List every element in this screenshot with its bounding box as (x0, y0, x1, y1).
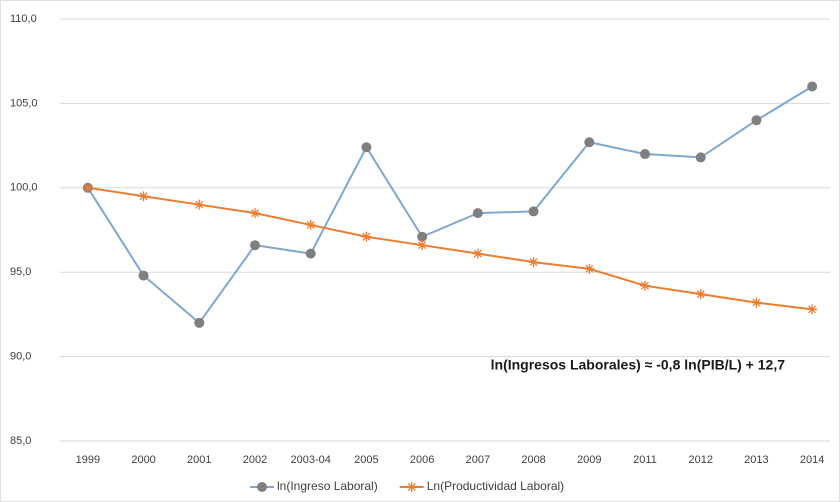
point (807, 304, 818, 315)
y-tick-label: 105,0 (10, 97, 38, 109)
x-tick-label: 2012 (688, 454, 712, 466)
point (250, 240, 260, 251)
point (305, 219, 316, 230)
legend-label: ln(Ingreso Laboral) (277, 479, 378, 493)
x-tick-label: 2013 (744, 454, 768, 466)
point (751, 297, 762, 308)
point (640, 149, 650, 160)
point (695, 152, 706, 163)
x-tick-label: 2005 (354, 454, 378, 466)
point (528, 257, 539, 268)
x-tick-label: 1999 (76, 454, 100, 466)
point (584, 137, 595, 148)
point (807, 81, 818, 92)
point (584, 263, 595, 274)
legend-marker (406, 482, 417, 492)
x-tick-label: 2006 (410, 454, 434, 466)
point (472, 208, 483, 219)
x-tick-label: 2008 (521, 454, 545, 466)
x-tick-label: 2014 (800, 454, 824, 466)
x-tick-label: 2009 (577, 454, 601, 466)
point (417, 240, 428, 251)
point (751, 115, 762, 126)
point (695, 289, 706, 300)
point (528, 206, 539, 217)
x-tick-label: 2001 (187, 454, 211, 466)
point (361, 231, 372, 242)
point (82, 182, 93, 193)
point (640, 280, 650, 291)
point (250, 208, 260, 219)
point (417, 231, 428, 242)
series-line (87, 85, 813, 325)
x-tick-label: 2002 (243, 454, 267, 466)
y-tick-label: 95,0 (10, 266, 31, 278)
x-tick-label: 2000 (131, 454, 155, 466)
point (138, 270, 149, 281)
point (472, 248, 483, 259)
point (305, 248, 316, 259)
legend-marker (257, 482, 267, 492)
point (361, 142, 372, 153)
y-tick-label: 100,0 (10, 182, 38, 194)
x-tick-label: 2007 (466, 454, 490, 466)
x-tick-label: 2011 (633, 454, 657, 466)
point (138, 191, 149, 202)
x-tick-label: 2003-04 (291, 454, 331, 466)
point (194, 317, 205, 328)
annotation: ln(Ingresos Laborales) ≈ -0,8 ln(PIB/L) … (491, 357, 786, 373)
y-tick-label: 90,0 (10, 351, 31, 363)
y-tick-label: 85,0 (10, 435, 31, 447)
y-tick-label: 110,0 (10, 13, 37, 25)
legend-label: Ln(Productividad Laboral) (427, 479, 564, 493)
point (194, 199, 205, 210)
series-line (87, 186, 813, 311)
